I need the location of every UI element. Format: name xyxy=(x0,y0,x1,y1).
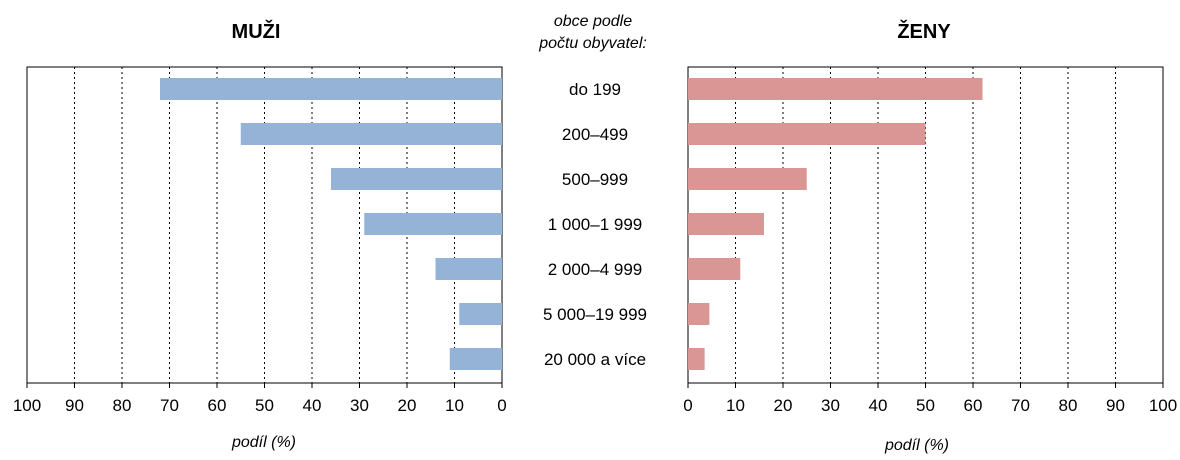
tick-label-men-0: 0 xyxy=(497,396,506,415)
tick-label-women-10: 100 xyxy=(1149,396,1177,415)
tick-label-men-2: 20 xyxy=(398,396,417,415)
bar-men-4 xyxy=(435,258,502,280)
bar-men-0 xyxy=(160,78,502,100)
category-label-0: do 199 xyxy=(569,80,621,99)
center-header-line-2: počtu obyvatel: xyxy=(538,35,647,52)
tick-label-women-2: 20 xyxy=(774,396,793,415)
tick-label-women-8: 80 xyxy=(1059,396,1078,415)
x-axis-label-women: podíl (%) xyxy=(884,437,949,454)
tick-label-men-4: 40 xyxy=(303,396,322,415)
bar-women-6 xyxy=(688,348,705,370)
tick-label-men-5: 50 xyxy=(255,396,274,415)
center-header-line-1: obce podle xyxy=(554,13,632,30)
bar-women-5 xyxy=(688,303,710,325)
bar-men-5 xyxy=(459,303,502,325)
tick-label-men-6: 60 xyxy=(208,396,227,415)
panel-title-men: MUŽI xyxy=(232,19,281,43)
category-label-5: 5 000–19 999 xyxy=(543,305,647,324)
bar-women-3 xyxy=(688,213,764,235)
tick-label-women-4: 40 xyxy=(869,396,888,415)
tick-label-men-8: 80 xyxy=(113,396,132,415)
tick-label-women-5: 50 xyxy=(916,396,935,415)
tick-label-women-7: 70 xyxy=(1011,396,1030,415)
tick-label-women-3: 30 xyxy=(821,396,840,415)
tick-label-men-9: 90 xyxy=(65,396,84,415)
x-axis-label-men: podíl (%) xyxy=(231,434,296,451)
tick-label-men-3: 30 xyxy=(350,396,369,415)
tick-label-women-1: 10 xyxy=(726,396,745,415)
tick-label-women-9: 90 xyxy=(1106,396,1125,415)
panel-title-women: ŽENY xyxy=(897,19,951,43)
bar-men-6 xyxy=(449,348,502,370)
tick-label-women-6: 60 xyxy=(964,396,983,415)
category-label-3: 1 000–1 999 xyxy=(548,215,643,234)
tick-layer: 0 10 20 30 40 50 60 70 80 90 100 0 10 20 30 40 50 60 70 80 9… xyxy=(13,383,1177,415)
category-label-4: 2 000–4 999 xyxy=(548,260,643,279)
bar-women-4 xyxy=(688,258,741,280)
category-label-1: 200–499 xyxy=(562,125,628,144)
tick-label-women-0: 0 xyxy=(683,396,692,415)
bar-men-1 xyxy=(240,123,502,145)
category-label-2: 500–999 xyxy=(562,170,628,189)
bar-layer xyxy=(160,78,983,370)
bar-men-2 xyxy=(331,168,502,190)
tick-label-men-7: 70 xyxy=(160,396,179,415)
category-layer: do 199 200–499 500–999 1 000–1 999 2 000–4 9… xyxy=(543,80,647,369)
tick-label-men-1: 10 xyxy=(445,396,464,415)
bar-women-1 xyxy=(688,123,926,145)
category-label-6: 20 000 a více xyxy=(544,350,646,369)
tick-label-men-10: 100 xyxy=(13,396,41,415)
bar-men-3 xyxy=(364,213,502,235)
bar-women-0 xyxy=(688,78,983,100)
bar-women-2 xyxy=(688,168,807,190)
